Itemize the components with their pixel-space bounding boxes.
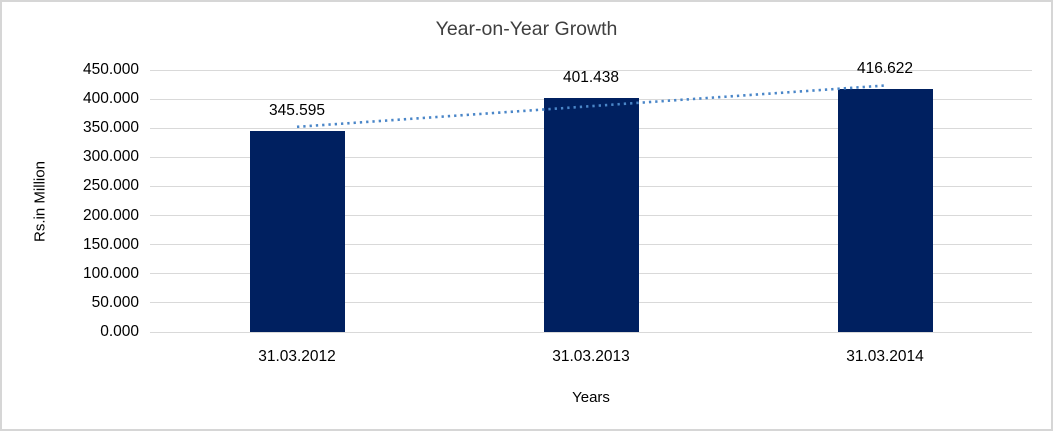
x-axis-title: Years <box>572 389 610 406</box>
x-tick-label: 31.03.2012 <box>258 348 336 365</box>
gridline <box>150 331 1032 333</box>
y-tick-label: 100.000 <box>82 264 139 282</box>
y-tick-label: 250.000 <box>82 177 139 195</box>
gridline <box>150 69 1032 71</box>
bar-data-label: 416.622 <box>856 60 914 78</box>
y-tick-label: 50.000 <box>91 293 139 311</box>
x-tick-label: 31.03.2013 <box>552 348 630 365</box>
bar-31.03.2013 <box>543 98 639 332</box>
chart-title: Year-on-Year Growth <box>435 18 618 40</box>
y-tick-label: 0.000 <box>100 323 139 340</box>
y-tick-label: 200.000 <box>82 206 139 224</box>
y-axis-title: Rs.in Million <box>31 161 49 242</box>
bar-31.03.2012 <box>249 130 345 332</box>
bar-31.03.2014 <box>837 89 933 332</box>
bar-data-label: 345.595 <box>268 101 326 119</box>
y-tick-label: 450.000 <box>82 61 139 78</box>
y-tick-label: 300.000 <box>82 148 139 166</box>
y-tick-label: 150.000 <box>82 235 139 253</box>
x-tick-label: 31.03.2014 <box>846 348 924 365</box>
y-tick-label: 400.000 <box>82 90 139 108</box>
bar-data-label: 401.438 <box>562 69 620 87</box>
y-tick-label: 350.000 <box>82 119 139 137</box>
